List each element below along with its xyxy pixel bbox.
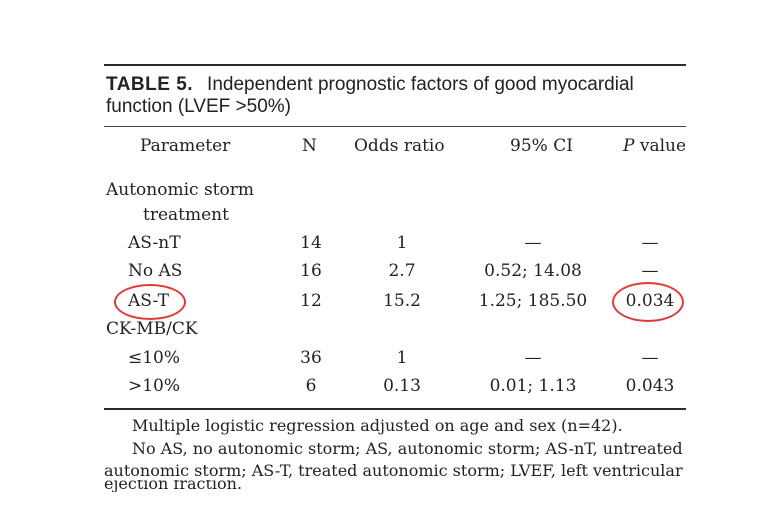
row-gt10-p-value: 0.043 [625, 376, 675, 396]
table-label: TABLE 5. [106, 74, 194, 95]
row-no-as-ci: 0.52; 14.08 [484, 261, 582, 281]
row-as-nt-p-value: — [641, 233, 659, 253]
table-header-rule [104, 126, 686, 127]
p-value-suffix: value [634, 136, 687, 156]
row-no-as-p-value: — [641, 261, 659, 281]
column-header-ci: 95% CI [510, 136, 573, 156]
row-as-nt-parameter: AS-nT [128, 233, 181, 253]
p-value-italic-p: P [623, 136, 635, 156]
row-no-as-parameter: No AS [128, 261, 183, 281]
row-le10-p-value: — [641, 348, 659, 368]
group-heading-autonomic-storm: Autonomic storm [106, 180, 254, 200]
table-caption: Independent prognostic factors of good m… [106, 74, 634, 117]
highlight-circle-p-value [612, 282, 684, 322]
row-le10-odds-ratio: 1 [396, 348, 408, 368]
row-no-as-n: 16 [300, 261, 322, 281]
column-header-p-value: P value [623, 136, 686, 156]
group-heading-autonomic-storm-line2: treatment [143, 205, 229, 225]
row-gt10-parameter: >10% [128, 376, 181, 396]
table-title: TABLE 5. Independent prognostic factors o… [106, 74, 686, 118]
group-heading-ck-mb: CK-MB/CK [106, 319, 198, 339]
row-as-t-odds-ratio: 15.2 [383, 291, 421, 311]
row-gt10-odds-ratio: 0.13 [383, 376, 421, 396]
row-as-nt-odds-ratio: 1 [396, 233, 408, 253]
column-header-n: N [302, 136, 317, 156]
row-as-nt-ci: — [524, 233, 542, 253]
row-le10-n: 36 [300, 348, 322, 368]
footnote-abbreviations-line2: autonomic storm; AS-T, treated autonomic… [104, 461, 683, 480]
row-gt10-n: 6 [305, 376, 317, 396]
footnote-abbreviations-line3: ejection fraction. [104, 480, 243, 492]
row-as-nt-n: 14 [300, 233, 322, 253]
row-as-t-ci: 1.25; 185.50 [478, 291, 588, 311]
row-as-t-n: 12 [300, 291, 322, 311]
column-header-parameter: Parameter [140, 136, 231, 156]
table-bottom-rule [104, 408, 686, 410]
row-no-as-odds-ratio: 2.7 [388, 261, 416, 281]
footnote-abbreviations-line1: No AS, no autonomic storm; AS, autonomic… [132, 439, 683, 458]
footnote-clipped-region: ejection fraction. [104, 480, 704, 492]
row-gt10-ci: 0.01; 1.13 [489, 376, 577, 396]
table-top-rule [104, 64, 686, 66]
row-le10-ci: — [524, 348, 542, 368]
column-header-odds-ratio: Odds ratio [354, 136, 445, 156]
footnote-regression: Multiple logistic regression adjusted on… [132, 416, 623, 435]
highlight-circle-as-t [114, 284, 186, 320]
row-le10-parameter: ≤10% [128, 348, 181, 368]
